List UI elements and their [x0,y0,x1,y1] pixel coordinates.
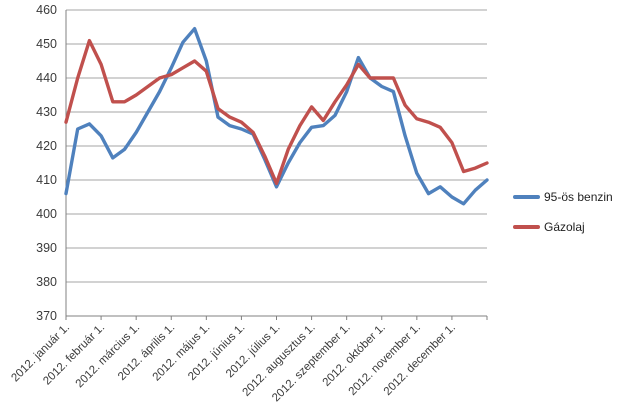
y-tick-label: 380 [36,275,57,289]
y-tick-label: 460 [36,3,57,17]
x-tick-label: 2012. március 1. [74,322,143,391]
legend-label-gazolaj: Gázolaj [544,220,585,234]
benzin-line-swatch [513,195,540,199]
gazolaj-line-swatch [513,225,540,229]
y-tick-label: 440 [36,71,57,85]
y-tick-label: 450 [36,37,57,51]
x-tick-label: 2012. február 1. [41,322,107,388]
y-tick-label: 420 [36,139,57,153]
x-tick-label: 2012. október 1. [321,322,388,389]
y-tick-label: 430 [36,105,57,119]
y-tick-label: 370 [36,309,57,323]
legend-label-benzin: 95-ös benzin [544,190,613,204]
gazolaj-series-line [64,38,489,186]
legend-item-benzin: 95-ös benzin [513,186,613,208]
x-tick-label: 2012. január 1. [9,322,72,385]
y-tick-label: 400 [36,207,57,221]
benzin-series-line [64,27,489,206]
chart-legend: 95-ös benzin Gázolaj [513,186,613,246]
y-tick-label: 410 [36,173,57,187]
y-tick-label: 390 [36,241,57,255]
legend-item-gazolaj: Gázolaj [513,216,613,238]
